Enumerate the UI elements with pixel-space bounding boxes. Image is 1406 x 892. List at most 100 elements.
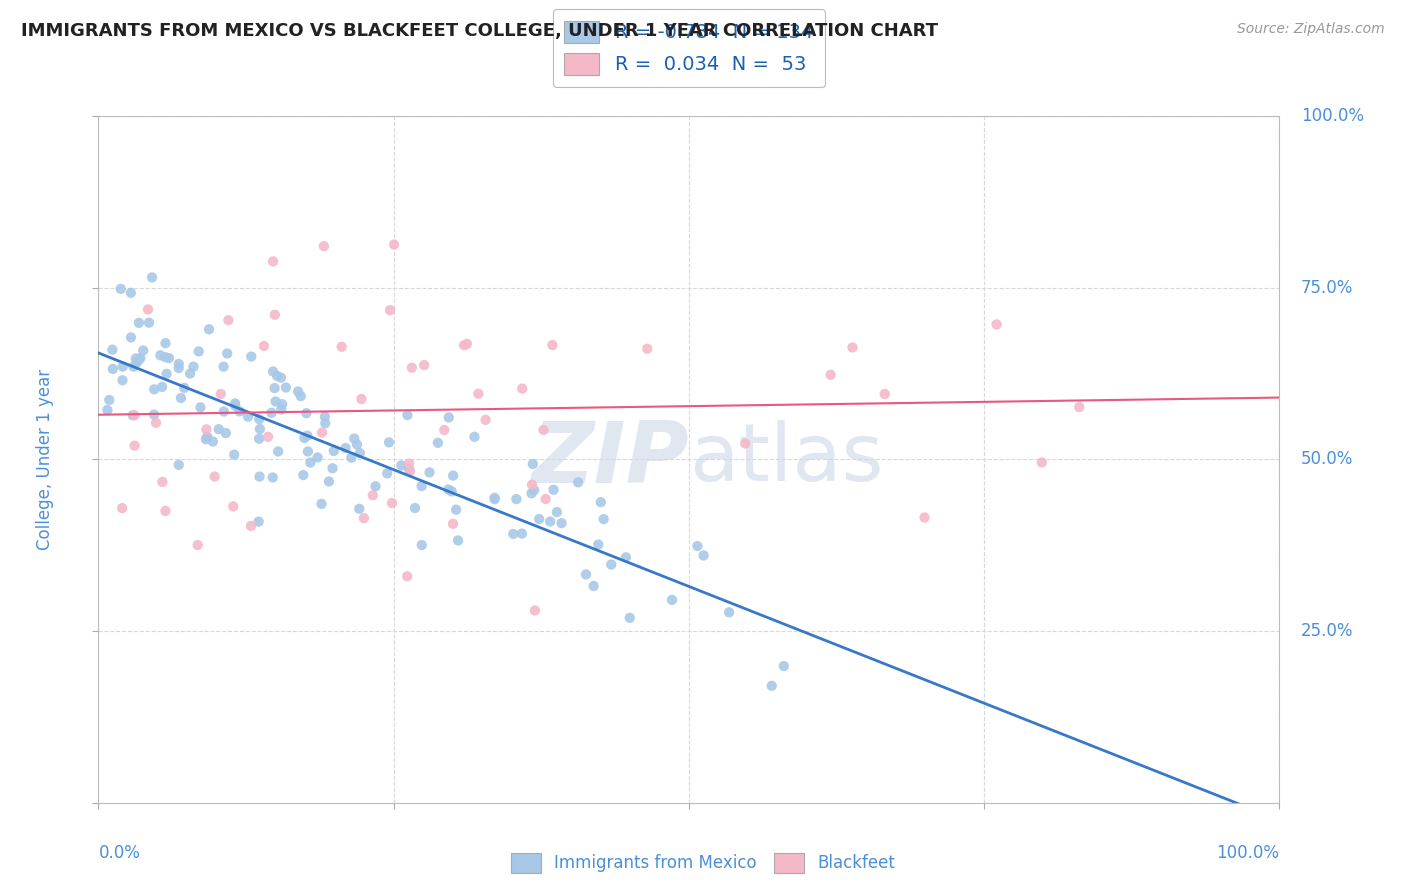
Point [262,470,284,484]
Point [538,515,561,529]
Point [426,435,449,450]
Point [155,336,177,351]
Point [266,368,288,383]
Point [167,458,190,472]
Point [143,382,166,396]
Point [236,409,259,424]
Point [121,409,143,423]
Point [307,450,329,465]
Point [322,444,344,458]
Point [195,432,218,446]
Point [212,359,235,374]
Point [98,392,121,407]
Point [349,501,371,516]
Point [152,475,174,489]
Point [505,492,527,507]
Text: 100.0%: 100.0% [1301,107,1364,125]
Point [217,313,239,327]
Point [125,351,148,366]
Point [418,466,440,480]
Point [138,316,160,330]
Point [314,416,336,430]
Point [527,512,550,526]
Point [101,362,124,376]
Point [262,254,284,268]
Point [187,344,209,359]
Point [440,484,463,499]
Point [224,396,246,410]
Point [260,406,283,420]
Point [156,367,179,381]
Point [375,467,398,481]
Point [318,475,340,489]
Text: Source: ZipAtlas.com: Source: ZipAtlas.com [1237,22,1385,37]
Point [120,330,142,344]
Point [228,404,250,418]
Point [619,611,641,625]
Point [404,501,426,516]
Point [550,516,572,530]
Point [734,436,756,450]
Point [132,343,155,358]
Point [399,464,422,478]
Text: 100.0%: 100.0% [1216,844,1279,862]
Point [198,322,221,336]
Point [441,468,464,483]
Point [413,358,436,372]
Point [444,502,467,516]
Point [204,469,226,483]
Point [257,430,280,444]
Point [520,477,543,491]
Point [453,338,475,352]
Point [111,501,134,516]
Point [253,339,276,353]
Point [543,483,565,497]
Point [96,403,118,417]
Point [600,558,623,572]
Point [294,431,316,445]
Point [222,500,245,514]
Point [523,603,546,617]
Point [541,338,564,352]
Point [143,408,166,422]
Point [299,456,322,470]
Point [187,538,209,552]
Point [122,359,145,374]
Point [398,462,420,476]
Point [349,446,371,460]
Point [447,533,470,548]
Point [249,469,271,483]
Point [270,370,292,384]
Point [411,479,433,493]
Point [297,444,319,458]
Point [484,492,506,507]
Point [167,357,190,371]
Point [396,569,419,583]
Point [522,457,544,471]
Point [389,458,412,473]
Text: College, Under 1 year: College, Under 1 year [37,368,55,550]
Point [350,392,373,406]
Point [841,341,863,355]
Point [110,282,132,296]
Point [157,351,180,365]
Point [467,386,489,401]
Point [124,439,146,453]
Point [589,495,612,509]
Point [292,468,315,483]
Point [120,285,142,300]
Point [183,359,205,374]
Point [290,389,312,403]
Point [155,350,177,364]
Text: ZIP: ZIP [531,417,689,501]
Point [247,412,270,426]
Point [101,343,124,357]
Point [484,491,506,505]
Point [224,399,246,413]
Point [378,435,401,450]
Point [335,441,357,455]
Point [401,360,423,375]
Point [437,410,460,425]
Point [212,404,235,418]
Point [262,364,284,378]
